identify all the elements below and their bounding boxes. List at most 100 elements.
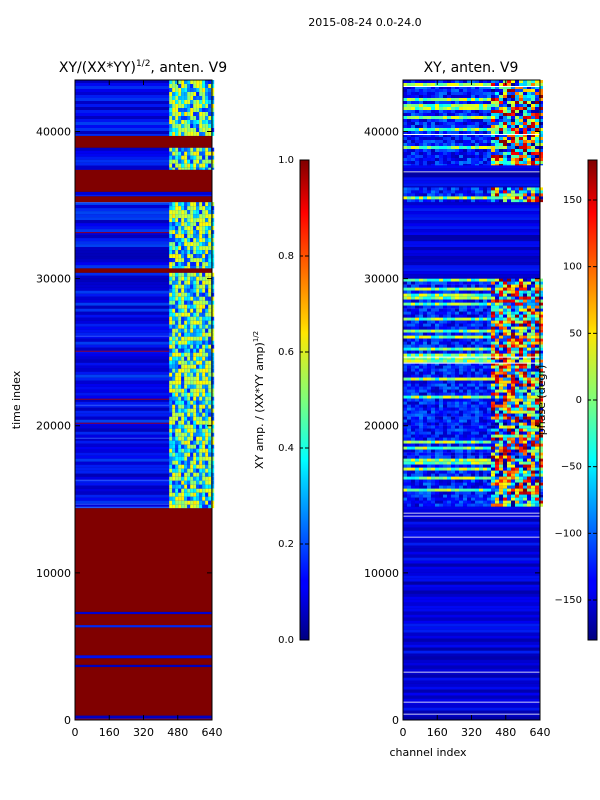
heatmap-cell [415, 494, 419, 498]
heatmap-cell [527, 446, 531, 450]
heatmap-cell [205, 332, 209, 337]
heatmap-cell [475, 443, 479, 447]
heatmap-cell [169, 288, 173, 293]
heatmap-cell [187, 250, 191, 255]
heatmap-cell [443, 190, 447, 194]
heatmap-cell [487, 317, 491, 321]
heatmap-cell [503, 470, 507, 474]
heatmap-row [75, 664, 212, 668]
heatmap-cell [539, 425, 543, 429]
heatmap-cell [539, 305, 543, 309]
heatmap-cell [463, 193, 467, 197]
heatmap-cell [193, 496, 197, 501]
heatmap-cell [491, 377, 495, 381]
heatmap-cell [463, 497, 467, 501]
heatmap-line [75, 202, 212, 204]
heatmap-cell [507, 323, 511, 327]
heatmap-cell [503, 284, 507, 288]
heatmap-cell [539, 296, 543, 300]
heatmap-cell [487, 344, 491, 348]
heatmap-cell [169, 128, 173, 132]
heatmap-cell [415, 284, 419, 288]
heatmap-cell [205, 147, 209, 152]
heatmap-row [75, 98, 212, 101]
heatmap-cell [415, 446, 419, 450]
heatmap-cell [187, 464, 191, 469]
heatmap-cell [499, 281, 503, 285]
heatmap-cell [491, 461, 495, 465]
heatmap-cell [423, 302, 427, 306]
heatmap-cell [479, 326, 483, 330]
heatmap-row [75, 494, 212, 498]
heatmap-cell [411, 320, 415, 324]
heatmap-cell [423, 488, 427, 492]
heatmap-cell [523, 389, 527, 393]
heatmap-cell [439, 293, 443, 297]
heatmap-cell [415, 80, 419, 83]
heatmap-cell [199, 276, 203, 281]
heatmap-cell [435, 500, 439, 504]
heatmap-cell [175, 464, 179, 469]
heatmap-cell [447, 199, 451, 203]
heatmap-cell [205, 266, 209, 269]
heatmap-cell [519, 314, 523, 318]
heatmap-cell [499, 491, 503, 495]
heatmap-cell [507, 196, 511, 200]
heatmap-cell [479, 302, 483, 306]
heatmap-cell [423, 308, 427, 312]
heatmap-cell [419, 380, 423, 384]
heatmap-cell [407, 335, 411, 339]
heatmap-cell [431, 449, 435, 453]
heatmap-cell [202, 412, 206, 417]
heatmap-row [75, 479, 212, 483]
heatmap-cell [463, 386, 467, 390]
heatmap-row [403, 647, 540, 651]
heatmap-cell [190, 254, 194, 259]
heatmap-cell [196, 266, 200, 269]
heatmap-cell [443, 473, 447, 477]
heatmap-cell [519, 392, 523, 396]
heatmap-cell [475, 500, 479, 504]
heatmap-cell [407, 407, 411, 411]
heatmap-cell [169, 476, 173, 481]
heatmap-cell [451, 419, 455, 423]
heatmap-cell [178, 280, 182, 285]
heatmap-cell [411, 437, 415, 441]
heatmap-cell [178, 151, 182, 156]
heatmap-cell [415, 422, 419, 426]
heatmap-cell [499, 299, 503, 303]
heatmap-cell [435, 419, 439, 423]
heatmap-row [403, 223, 540, 227]
heatmap-cell [439, 434, 443, 438]
heatmap-cell [196, 324, 200, 329]
heatmap-cell [535, 341, 539, 345]
heatmap-cell [435, 392, 439, 396]
heatmap-cell [515, 329, 519, 333]
heatmap-cell [459, 434, 463, 438]
heatmap-cell [519, 461, 523, 465]
heatmap-cell [407, 290, 411, 294]
heatmap-cell [403, 299, 407, 303]
heatmap-cell [175, 218, 179, 223]
heatmap-cell [205, 104, 209, 108]
heatmap-cell [181, 356, 185, 361]
heatmap-cell [459, 326, 463, 330]
heatmap-cell [202, 250, 206, 255]
heatmap-row [75, 377, 212, 381]
heatmap-cell [495, 446, 499, 450]
heatmap-cell [491, 341, 495, 345]
heatmap-cell [187, 348, 191, 353]
heatmap-cell [491, 383, 495, 387]
heatmap-cell [419, 470, 423, 474]
heatmap-cell [169, 206, 173, 211]
heatmap-cell [419, 440, 423, 444]
heatmap-cell [531, 193, 535, 197]
heatmap-cell [443, 482, 447, 486]
heatmap-cell [190, 344, 194, 349]
heatmap-row [403, 584, 540, 588]
heatmap-cell [427, 89, 431, 92]
heatmap-row [403, 614, 540, 618]
heatmap-cell [181, 340, 185, 345]
heatmap-cell [431, 193, 435, 197]
heatmap-cell [190, 266, 194, 269]
